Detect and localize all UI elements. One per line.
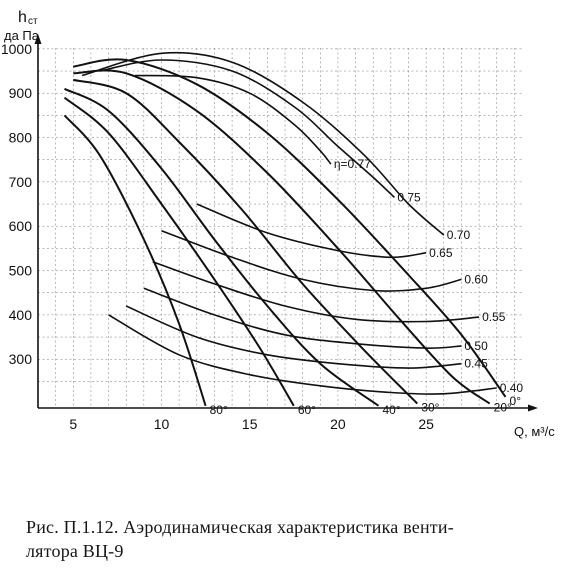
caption-line-2: лятора ВЦ-9 xyxy=(26,541,124,561)
efficiency-curve xyxy=(125,305,462,369)
angle-label: 30° xyxy=(421,401,439,415)
efficiency-label: 0.65 xyxy=(429,246,453,260)
y-axis-title-unit: да Па xyxy=(4,28,40,43)
y-tick-label: 500 xyxy=(9,263,33,279)
curve-labels: 0°20° 30° 40° 60° 80° η=0.77 0.75 0.70 0.65 0.60 0… xyxy=(210,157,524,417)
axes xyxy=(34,34,538,412)
efficiency-label: η=0.77 xyxy=(334,157,371,171)
y-tick-label: 800 xyxy=(9,130,33,146)
y-axis-title-h: h xyxy=(18,9,27,26)
efficiency-label: 0.60 xyxy=(464,272,488,286)
efficiency-curve xyxy=(196,203,427,259)
x-tick-label: 5 xyxy=(69,416,77,432)
pressure-curve xyxy=(63,114,207,407)
efficiency-curves xyxy=(81,51,497,395)
angle-label: 20° xyxy=(494,401,512,415)
x-tick-label: 15 xyxy=(242,416,258,432)
x-tick-label: 25 xyxy=(418,416,434,432)
y-axis-title-sub: ст xyxy=(28,16,38,27)
y-tick-label: 600 xyxy=(9,218,33,234)
efficiency-curve xyxy=(108,314,497,395)
pressure-curve xyxy=(64,87,380,407)
x-tick-label: 10 xyxy=(154,416,170,432)
efficiency-label: 0.50 xyxy=(464,339,488,353)
pressure-curve xyxy=(63,96,295,407)
efficiency-label: 0.70 xyxy=(447,228,471,242)
y-tick-label: 700 xyxy=(9,174,33,190)
angle-label: 60° xyxy=(298,403,316,417)
efficiency-curve xyxy=(143,287,462,349)
efficiency-label: 0.45 xyxy=(464,357,488,371)
tick-labels: 300 400 500 600 700 800 900 1000 5 10 15 20 25 xyxy=(1,41,434,432)
efficiency-curve xyxy=(134,74,332,165)
y-tick-label: 400 xyxy=(9,307,33,323)
efficiency-label: 0.40 xyxy=(500,381,524,395)
efficiency-label: 0.75 xyxy=(397,190,421,204)
caption-line-1: Рис. П.1.12. Аэродинамическая характерис… xyxy=(26,517,454,537)
angle-label: 40° xyxy=(383,403,401,417)
y-tick-label: 300 xyxy=(9,351,33,367)
x-axis-arrow xyxy=(528,404,538,412)
efficiency-curve xyxy=(99,59,395,198)
y-axis-title: h ст да Па xyxy=(4,9,40,43)
figure-caption: Рис. П.1.12. Аэродинамическая характерис… xyxy=(26,515,566,563)
x-tick-label: 20 xyxy=(330,416,346,432)
efficiency-curve xyxy=(161,229,462,292)
efficiency-curve xyxy=(81,51,445,236)
angle-label: 80° xyxy=(210,403,228,417)
pressure-curve xyxy=(73,58,507,398)
pressure-curve xyxy=(73,78,419,405)
efficiency-curve xyxy=(152,260,480,323)
x-axis-title: Q, м³/с xyxy=(514,424,555,439)
efficiency-label: 0.55 xyxy=(482,310,506,324)
y-tick-label: 900 xyxy=(9,85,33,101)
y-tick-label: 1000 xyxy=(1,41,32,57)
y-axis-arrow xyxy=(34,34,42,44)
angle-label: 0° xyxy=(510,394,522,408)
